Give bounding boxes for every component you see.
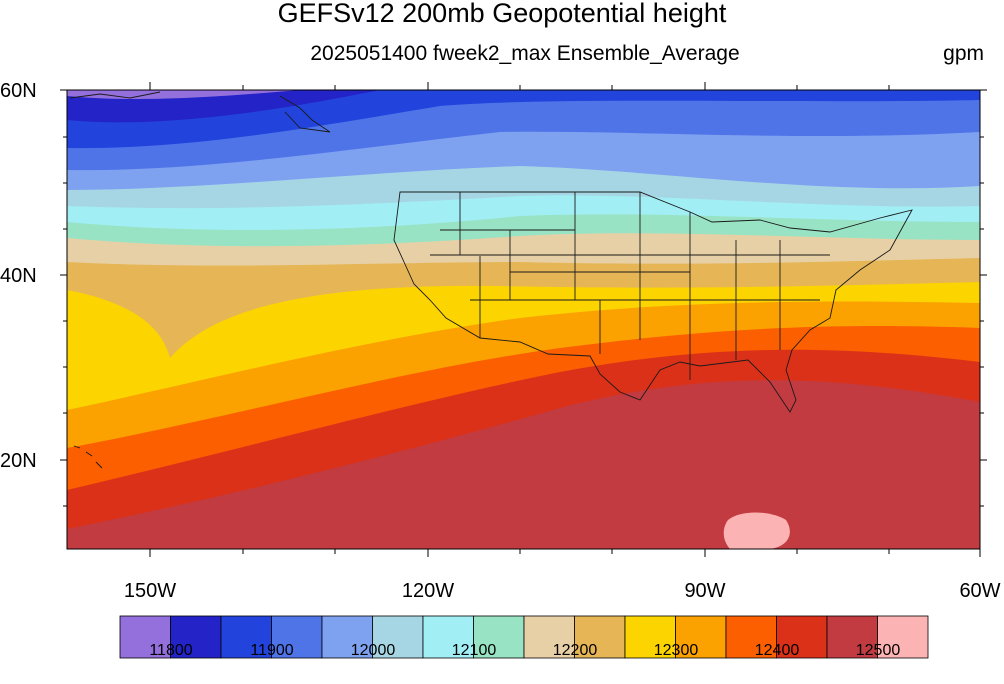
- colorbar-swatch: [271, 615, 323, 659]
- lon-label-150w: 150W: [124, 580, 176, 602]
- lat-label-40n: 40N: [0, 265, 37, 287]
- lon-label-120w: 120W: [402, 580, 454, 602]
- alaska-coast: [69, 91, 331, 133]
- map-subtitle: 2025051400 fweek2_max Ensemble_Average: [310, 42, 740, 65]
- axis-ticks: [60, 82, 987, 557]
- colorbar-swatch: [321, 615, 373, 659]
- state-lines: [430, 192, 830, 380]
- colorbar-swatch: [422, 615, 474, 659]
- colorbar-label: 12500: [856, 642, 901, 659]
- colorbar-swatch: [119, 615, 171, 659]
- lon-label-90w: 90W: [684, 580, 725, 602]
- colorbar-labels: 11800 11900 12000 12100 12200 12300 1240…: [149, 642, 900, 659]
- plot-frame: [66, 89, 981, 550]
- colorbar-label: 12300: [654, 642, 699, 659]
- colorbar-label: 11800: [149, 642, 192, 659]
- band-12500: [723, 512, 790, 549]
- band-11800: [67, 90, 300, 100]
- colorbar-swatch: [523, 615, 575, 659]
- colorbar-swatch: [725, 615, 777, 659]
- lat-label-60n: 60N: [0, 80, 37, 102]
- units-label: gpm: [943, 42, 984, 65]
- lat-label-20n: 20N: [0, 450, 37, 472]
- hawaii: [73, 445, 103, 469]
- colorbar: [119, 615, 929, 659]
- colorbar-swatch: [877, 615, 929, 659]
- contour-field: [67, 90, 980, 549]
- colorbar-swatch: [170, 615, 222, 659]
- colorbar-swatch: [624, 615, 676, 659]
- colorbar-label: 12100: [452, 642, 497, 659]
- colorbar-label: 11900: [250, 642, 293, 659]
- colorbar-swatch: [220, 615, 272, 659]
- colorbar-swatch: [574, 615, 626, 659]
- colorbar-label: 12400: [755, 642, 800, 659]
- colorbar-label: 12000: [351, 642, 396, 659]
- lon-label-60w: 60W: [959, 580, 1000, 602]
- colorbar-label: 12200: [553, 642, 598, 659]
- us-outline: [393, 191, 913, 413]
- political-boundaries: [69, 91, 913, 469]
- map-title: GEFSv12 200mb Geopotential height: [277, 0, 727, 28]
